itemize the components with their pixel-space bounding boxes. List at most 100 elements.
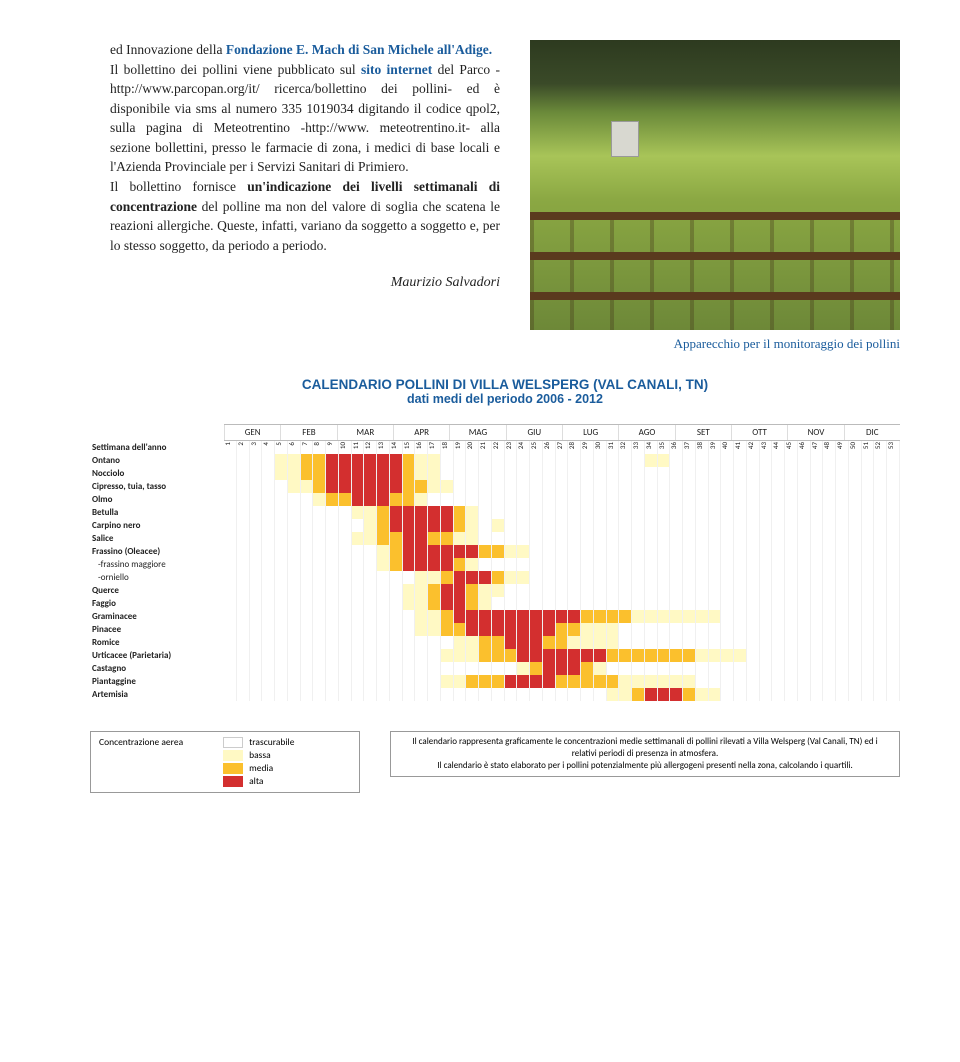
calendar-cell (237, 662, 250, 675)
calendar-cell (862, 558, 875, 571)
legend-title: Concentrazione aerea (99, 736, 183, 788)
calendar-cell (530, 480, 543, 493)
calendar-cell (607, 584, 620, 597)
calendar-cell (785, 623, 798, 636)
month-cell: SET (675, 425, 731, 440)
week-number: 49 (836, 441, 849, 454)
calendar-cell (798, 506, 811, 519)
calendar-cell (683, 480, 696, 493)
calendar-cell (798, 597, 811, 610)
calendar-cell (658, 454, 671, 467)
calendar-cell (658, 610, 671, 623)
calendar-cell (709, 493, 722, 506)
calendar-cell (721, 532, 734, 545)
calendar-cell (505, 662, 518, 675)
calendar-cell (556, 610, 569, 623)
month-cell: AGO (618, 425, 674, 440)
calendar-cell (811, 545, 824, 558)
calendar-cell (823, 675, 836, 688)
calendar-row (224, 493, 900, 506)
calendar-cell (607, 493, 620, 506)
week-header-label: Settimana dell'anno (90, 441, 224, 454)
calendar-cell (237, 675, 250, 688)
calendar-cell (836, 493, 849, 506)
calendar-cell (607, 688, 620, 701)
species-column: Settimana dell'annoOntanoNoccioloCipress… (90, 441, 224, 701)
calendar-cell (403, 597, 416, 610)
calendar-cell (594, 545, 607, 558)
calendar-cell (772, 467, 785, 480)
calendar-cell (760, 571, 773, 584)
calendar-cell (811, 623, 824, 636)
calendar-cell (849, 688, 862, 701)
calendar-cell (454, 454, 467, 467)
calendar-cell (479, 623, 492, 636)
calendar-cell (250, 636, 263, 649)
calendar-cell (352, 623, 365, 636)
calendar-cell (352, 688, 365, 701)
calendar-cell (874, 519, 887, 532)
calendar-cell (607, 558, 620, 571)
calendar-cell (556, 519, 569, 532)
calendar-cell (339, 545, 352, 558)
calendar-cell (798, 480, 811, 493)
species-label: Artemisia (90, 688, 224, 701)
calendar-row (224, 675, 900, 688)
calendar-cell (632, 454, 645, 467)
calendar-cell (377, 675, 390, 688)
calendar-cell (390, 558, 403, 571)
calendar-cell (339, 584, 352, 597)
calendar-cell (339, 506, 352, 519)
calendar-cell (492, 558, 505, 571)
calendar-cell (517, 688, 530, 701)
calendar-cell (390, 584, 403, 597)
calendar-cell (619, 558, 632, 571)
calendar-cell (632, 519, 645, 532)
calendar-row (224, 454, 900, 467)
calendar-cell (670, 454, 683, 467)
week-number: 29 (581, 441, 594, 454)
legend-swatches (223, 736, 243, 788)
calendar-cell (517, 636, 530, 649)
calendar-cell (479, 467, 492, 480)
calendar-cell (352, 545, 365, 558)
calendar-cell (556, 467, 569, 480)
calendar-cell (505, 571, 518, 584)
calendar-cell (874, 571, 887, 584)
calendar-cell (670, 571, 683, 584)
calendar-cell (823, 467, 836, 480)
calendar-cell (441, 597, 454, 610)
calendar-cell (849, 597, 862, 610)
week-number: 21 (479, 441, 492, 454)
calendar-cell (632, 532, 645, 545)
calendar-cell (568, 597, 581, 610)
calendar-cell (874, 675, 887, 688)
calendar-cell (798, 675, 811, 688)
calendar-row (224, 480, 900, 493)
calendar-cell (543, 558, 556, 571)
calendar-grid: 1234567891011121314151617181920212223242… (224, 441, 900, 701)
calendar-cell (275, 623, 288, 636)
calendar-cell (250, 597, 263, 610)
week-number: 37 (683, 441, 696, 454)
species-label: Castagno (90, 662, 224, 675)
week-number: 2 (237, 441, 250, 454)
calendar-cell (658, 649, 671, 662)
calendar-cell (556, 506, 569, 519)
calendar-cell (568, 610, 581, 623)
calendar-cell (823, 597, 836, 610)
calendar-cell (403, 571, 416, 584)
calendar-cell (224, 584, 237, 597)
calendar-cell (288, 649, 301, 662)
calendar-cell (874, 493, 887, 506)
calendar-cell (364, 506, 377, 519)
calendar-cell (798, 662, 811, 675)
calendar-cell (492, 454, 505, 467)
calendar-cell (645, 597, 658, 610)
calendar-cell (683, 610, 696, 623)
calendar-cell (390, 506, 403, 519)
calendar-cell (301, 610, 314, 623)
calendar-cell (441, 649, 454, 662)
calendar-cell (581, 571, 594, 584)
calendar-cell (849, 493, 862, 506)
